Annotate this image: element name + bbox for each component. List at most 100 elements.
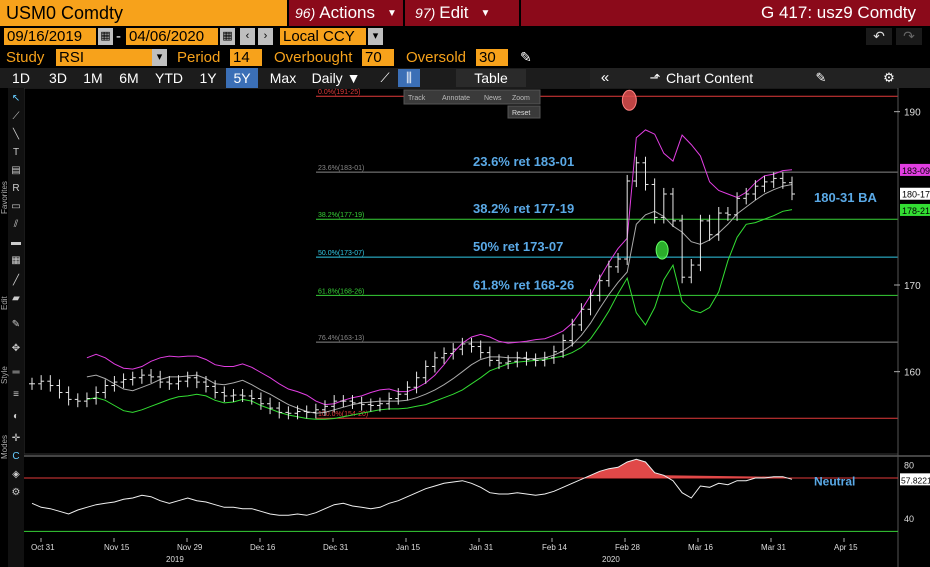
- edit-label: Edit: [0, 296, 9, 310]
- range-ytd[interactable]: YTD: [155, 70, 183, 86]
- price-tag-label: 183-09: [902, 166, 930, 176]
- range-6m[interactable]: 6M: [119, 70, 139, 86]
- chevron-down-icon[interactable]: ▾: [368, 28, 383, 45]
- line-chart-icon[interactable]: ⟋: [380, 70, 390, 85]
- style-label: Style: [0, 366, 9, 384]
- fib-annotation: 61.8% ret 168-26: [473, 277, 574, 292]
- edit-chart-icon[interactable]: ✎: [815, 70, 827, 85]
- chart-svg: 0.0%(191-25) 23.6%(183-01) 38.2%(177-19) 50…: [23, 87, 930, 567]
- layers-icon[interactable]: ▦: [11, 255, 21, 266]
- date-range-bar: 09/16/2019 ▦ - 04/06/2020 ▦ ‹ › Local CC…: [0, 26, 930, 47]
- color-icon[interactable]: ◐: [12, 411, 20, 422]
- paint-icon[interactable]: ✎: [11, 319, 21, 330]
- year-label: 2019: [166, 555, 184, 564]
- range-1y[interactable]: 1Y: [199, 70, 217, 86]
- upper-band-line: [86, 129, 793, 406]
- fib-level-label: 23.6%(183-01): [318, 165, 364, 172]
- x-tick-label: Nov 29: [177, 543, 203, 552]
- currency-select[interactable]: Local CCY: [280, 28, 366, 45]
- fib-annotation: 23.6% ret 183-01: [473, 154, 574, 169]
- x-tick-label: Jan 31: [469, 543, 494, 552]
- caret-down-icon: ▼: [386, 7, 397, 19]
- price-tag-label: 180-17: [902, 190, 930, 200]
- shape-tool-icon[interactable]: ▭: [11, 201, 21, 212]
- fib-level-label: 38.2%(177-19): [318, 212, 364, 219]
- text-tool-icon[interactable]: T: [12, 147, 20, 158]
- chevron-left-icon[interactable]: ‹: [240, 28, 255, 45]
- style-width-icon[interactable]: ≡: [13, 389, 19, 400]
- calendar-icon[interactable]: ▦: [98, 28, 113, 45]
- chevron-right-icon[interactable]: ›: [258, 28, 273, 45]
- chevron-down-icon[interactable]: ▾: [152, 49, 167, 66]
- retracement-tool-icon[interactable]: R: [12, 183, 20, 194]
- rsi-line: [31, 458, 793, 516]
- chart-content-icon: ⬏: [649, 70, 661, 85]
- draw-line-icon[interactable]: ⟋: [12, 111, 20, 122]
- price-tag-label: 178-21: [902, 206, 930, 216]
- ruler-icon[interactable]: ╱: [12, 275, 20, 286]
- end-date-input[interactable]: 04/06/2020: [126, 28, 218, 45]
- frequency-select[interactable]: Daily ▼: [311, 70, 361, 86]
- peak-marker: [621, 89, 637, 111]
- mini-toolbar-item: Zoom: [512, 95, 530, 102]
- fib-level-label: 50.0%(173-07): [318, 250, 364, 257]
- modes-label: Modes: [0, 435, 9, 460]
- eraser-icon[interactable]: ▰: [12, 293, 20, 304]
- gear-icon[interactable]: ⚙: [883, 70, 895, 85]
- mode-alt-icon[interactable]: ◈: [12, 469, 20, 480]
- range-5y[interactable]: 5Y: [226, 68, 258, 88]
- fib-annotation: 38.2% ret 177-19: [473, 201, 574, 216]
- range-3d[interactable]: 3D: [49, 70, 67, 86]
- crosshair-icon[interactable]: ✛: [11, 433, 21, 444]
- range-max[interactable]: Max: [269, 70, 297, 86]
- actions-menu[interactable]: 96) Actions ▼: [287, 0, 403, 26]
- fib-level-label: 0.0%(191-25): [318, 89, 360, 96]
- x-tick-label: Mar 31: [761, 543, 786, 552]
- reset-label: Reset: [512, 110, 530, 117]
- settings-icon[interactable]: ⚙: [11, 487, 21, 498]
- security-title: G 417: usz9 Comdty: [519, 0, 930, 26]
- fib-tool-icon[interactable]: ▤: [11, 165, 21, 176]
- overbought-label: Overbought: [274, 49, 353, 66]
- calendar-icon[interactable]: ▦: [220, 28, 235, 45]
- study-select[interactable]: RSI: [56, 49, 152, 66]
- period-input[interactable]: 14: [230, 49, 262, 66]
- overbought-input[interactable]: 70: [362, 49, 394, 66]
- x-tick-label: Nov 15: [104, 543, 130, 552]
- bar-chart-icon[interactable]: ⫼: [398, 69, 420, 87]
- oversold-input[interactable]: 30: [476, 49, 508, 66]
- x-tick-label: Jan 15: [396, 543, 421, 552]
- rsi-tick-label: 80: [904, 461, 914, 471]
- rsi-state-label: Neutral: [814, 474, 855, 488]
- cursor-icon[interactable]: ↖: [11, 93, 21, 104]
- x-tick-label: Mar 16: [688, 543, 713, 552]
- move-icon[interactable]: ✥: [11, 343, 21, 354]
- range-1m[interactable]: 1M: [83, 70, 103, 86]
- lower-band-line: [86, 209, 793, 420]
- redo-icon[interactable]: ↷: [896, 28, 922, 45]
- x-tick-label: Dec 31: [323, 543, 349, 552]
- channel-tool-icon[interactable]: ⫽: [13, 219, 19, 230]
- chart-area[interactable]: 0.0%(191-25) 23.6%(183-01) 38.2%(177-19) 50…: [23, 87, 930, 567]
- table-button[interactable]: Table: [456, 69, 526, 87]
- favorites-label: Favorites: [0, 181, 9, 215]
- style-line-icon[interactable]: ═: [12, 367, 20, 378]
- price-tag-box: [900, 203, 930, 216]
- marker-tool-icon[interactable]: ▬: [11, 237, 21, 248]
- price-tag-box: [900, 163, 930, 176]
- chart-content-label[interactable]: Chart Content: [666, 70, 754, 86]
- collapse-icon[interactable]: «: [600, 69, 610, 86]
- pencil-icon[interactable]: ✎: [520, 49, 532, 65]
- title-bar: USM0 Comdty 96) Actions ▼ 97) Edit ▼ G 4…: [0, 0, 930, 26]
- fib-annotation: 50% ret 173-07: [473, 239, 563, 254]
- edit-menu[interactable]: 97) Edit ▼: [403, 0, 519, 26]
- mini-toolbar: [403, 89, 541, 105]
- range-1d[interactable]: 1D: [12, 70, 30, 86]
- ticker-field[interactable]: USM0 Comdty: [0, 0, 287, 26]
- mode-icon[interactable]: C: [12, 451, 20, 462]
- study-bar: Study RSI ▾ Period 14 Overbought 70 Over…: [0, 47, 930, 68]
- undo-icon[interactable]: ↶: [866, 28, 892, 45]
- start-date-input[interactable]: 09/16/2019: [4, 28, 96, 45]
- trend-line-icon[interactable]: ╲: [12, 129, 20, 140]
- chart-content-bar: « ⬏ Chart Content ✎ ⚙: [590, 68, 930, 88]
